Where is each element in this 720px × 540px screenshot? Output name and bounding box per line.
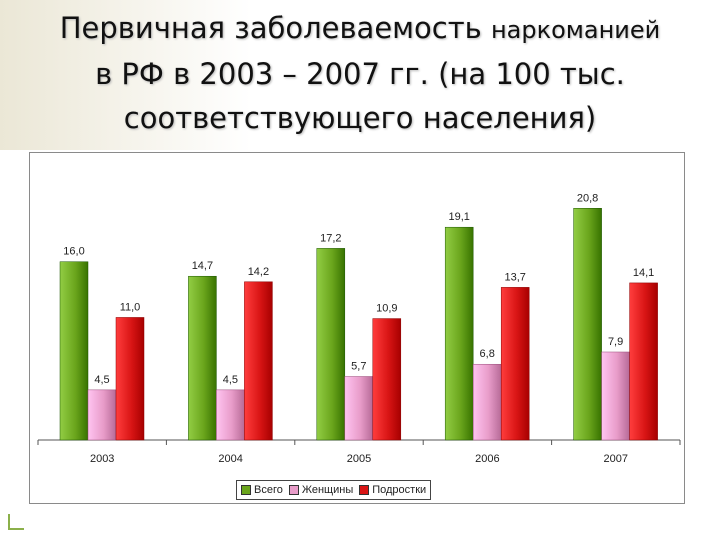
data-label-2007-series-0: 20,8	[577, 192, 598, 204]
data-label-2006-series-0: 19,1	[448, 211, 469, 223]
bar-2006-series-1	[472, 363, 502, 441]
x-tick-label-2005: 2005	[347, 453, 371, 465]
bar-2007-series-2	[629, 282, 658, 441]
data-label-2007-series-2: 14,1	[633, 267, 654, 279]
data-label-2004-series-2: 14,2	[248, 266, 269, 278]
bar-2005-series-0	[316, 248, 346, 441]
bar-2004-series-2	[244, 281, 273, 441]
x-tick-label-2003: 2003	[90, 453, 114, 465]
x-tick-label-2006: 2006	[475, 453, 499, 465]
title-line2: в РФ в 2003 – 2007 гг. (на 100 тыс.	[95, 57, 625, 91]
legend-item-teens: Подростки	[359, 484, 426, 496]
data-label-2006-series-1: 6,8	[480, 348, 495, 360]
bar-2007-series-1	[601, 351, 630, 441]
data-label-2003-series-2: 11,0	[120, 301, 141, 313]
data-label-2005-series-0: 17,2	[320, 232, 341, 244]
bar-2005-series-1	[344, 376, 374, 441]
slide-corner-decoration	[8, 514, 24, 530]
bar-2007-series-0	[573, 208, 602, 441]
legend-swatch-total	[241, 485, 251, 495]
title-line1-part-b: наркоманией	[490, 16, 661, 44]
data-label-2005-series-2: 10,9	[376, 303, 397, 315]
chart-legend: Всего Женщины Подростки	[236, 480, 432, 500]
bar-2005-series-2	[372, 318, 402, 441]
legend-item-total: Всего	[241, 484, 283, 496]
slide-background-accent	[0, 0, 720, 150]
legend-label-teens: Подростки	[372, 484, 427, 496]
legend-swatch-teens	[359, 485, 370, 495]
data-label-2005-series-1: 5,7	[351, 360, 366, 372]
data-label-2003-series-1: 4,5	[94, 374, 109, 386]
data-label-2004-series-1: 4,5	[223, 374, 238, 386]
bar-2006-series-2	[500, 287, 530, 441]
data-label-2004-series-0: 14,7	[192, 260, 213, 272]
data-label-2003-series-0: 16,0	[63, 246, 84, 258]
data-label-2006-series-2: 13,7	[504, 271, 525, 283]
x-tick-label-2004: 2004	[218, 453, 242, 465]
bar-2003-series-0	[59, 261, 89, 441]
title-line3: соответствующего населения)	[123, 101, 597, 135]
bar-2006-series-0	[444, 226, 474, 441]
legend-label-women: Женщины	[301, 484, 354, 496]
bar-2003-series-1	[87, 389, 117, 441]
slide-title: Первичная заболеваемость наркоманией в Р…	[10, 6, 710, 140]
title-line1-part-a: Первичная заболеваемость	[59, 11, 482, 45]
legend-swatch-women	[288, 485, 299, 495]
bar-2003-series-2	[115, 317, 145, 441]
bar-2004-series-1	[216, 389, 245, 441]
legend-item-women: Женщины	[288, 484, 354, 496]
x-tick-label-2007: 2007	[604, 453, 628, 465]
legend-label-total: Всего	[254, 484, 283, 496]
data-label-2007-series-1: 7,9	[608, 336, 623, 348]
bar-2004-series-0	[188, 275, 217, 441]
